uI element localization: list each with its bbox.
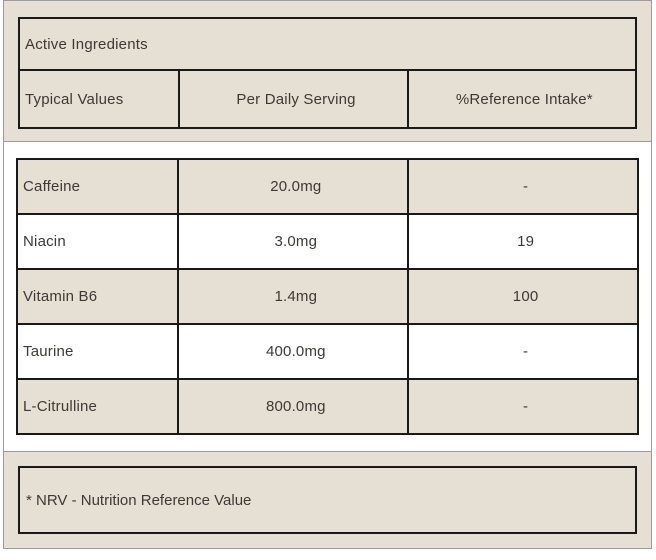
per-serving-value-cell: 1.4mg [177,268,410,325]
reference-intake-cell: 100 [407,268,639,325]
reference-intake-cell: 19 [407,213,639,270]
ingredients-table: Caffeine 20.0mg - Niacin 3.0mg 19 Vitamin B6 1.… [15,158,639,435]
per-serving-value-cell: 3.0mg [177,213,410,270]
ingredient-name-cell: Niacin [15,213,180,270]
table-row: Taurine 400.0mg - [15,323,639,380]
footnote-text: * NRV - Nutrition Reference Value [26,491,252,509]
per-serving-value-cell: 20.0mg [177,158,410,215]
footnote-box: * NRV - Nutrition Reference Value [18,466,637,534]
column-header-row: Typical Values Per Daily Serving %Refere… [17,69,638,129]
table-title-row: Active Ingredients [18,17,637,71]
reference-intake-cell: - [407,378,639,435]
header-table: Active Ingredients Typical Values Per Da… [17,17,638,129]
supplement-facts-panel: Active Ingredients Typical Values Per Da… [3,0,652,549]
ingredient-name-cell: Taurine [15,323,180,380]
table-row: Vitamin B6 1.4mg 100 [15,268,639,325]
per-serving-value-cell: 800.0mg [177,378,410,435]
table-row: Niacin 3.0mg 19 [15,213,639,270]
column-header-typical-values: Typical Values [17,69,181,129]
ingredients-section: Caffeine 20.0mg - Niacin 3.0mg 19 Vitamin B6 1.… [4,142,651,451]
ingredient-name-cell: Caffeine [15,158,180,215]
table-row: Caffeine 20.0mg - [15,158,639,215]
header-section: Active Ingredients Typical Values Per Da… [4,1,651,142]
ingredients-table-body: Caffeine 20.0mg - Niacin 3.0mg 19 Vitamin B6 1.… [15,158,639,435]
footnote-section: * NRV - Nutrition Reference Value [4,451,651,548]
table-row: L-Citrulline 800.0mg - [15,378,639,435]
column-header-reference-intake: %Reference Intake* [406,69,638,129]
reference-intake-cell: - [407,158,639,215]
per-serving-value-cell: 400.0mg [177,323,410,380]
column-header-per-daily-serving: Per Daily Serving [178,69,409,129]
table-title: Active Ingredients [18,17,637,71]
reference-intake-cell: - [407,323,639,380]
ingredient-name-cell: L-Citrulline [15,378,180,435]
ingredient-name-cell: Vitamin B6 [15,268,180,325]
